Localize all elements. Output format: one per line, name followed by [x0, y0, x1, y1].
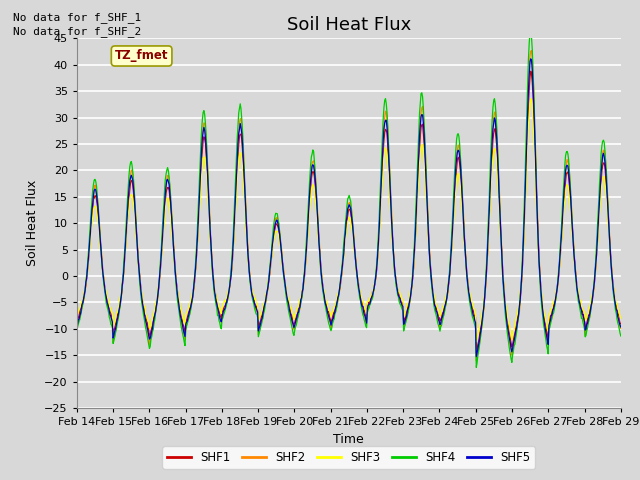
SHF5: [194, 227, 202, 233]
SHF2: [83, 277, 90, 283]
SHF2: [415, 150, 422, 156]
Line: SHF3: SHF3: [77, 99, 621, 342]
SHF5: [139, 301, 147, 307]
SHF2: [431, 300, 438, 306]
SHF3: [527, 96, 534, 102]
SHF2: [528, 48, 536, 53]
SHF5: [617, 324, 625, 330]
SHF2: [139, 301, 147, 307]
SHF2: [223, 300, 230, 306]
Text: No data for f_SHF_1: No data for f_SHF_1: [13, 12, 141, 23]
SHF3: [73, 313, 81, 319]
SHF4: [223, 301, 230, 307]
SHF1: [194, 232, 202, 238]
SHF3: [194, 236, 202, 241]
SHF1: [415, 159, 422, 165]
Text: TZ_fmet: TZ_fmet: [115, 49, 168, 62]
SHF4: [472, 364, 480, 370]
Title: Soil Heat Flux: Soil Heat Flux: [287, 16, 411, 34]
SHF5: [83, 276, 90, 282]
SHF2: [472, 358, 480, 364]
Y-axis label: Soil Heat Flux: Soil Heat Flux: [26, 180, 38, 266]
SHF3: [139, 296, 147, 301]
SHF3: [223, 295, 230, 300]
SHF5: [73, 323, 81, 329]
SHF4: [73, 327, 81, 333]
X-axis label: Time: Time: [333, 432, 364, 445]
SHF3: [617, 316, 625, 322]
Line: SHF1: SHF1: [77, 71, 621, 353]
SHF5: [472, 354, 480, 360]
SHF4: [139, 305, 147, 311]
SHF2: [194, 229, 202, 235]
SHF1: [472, 350, 480, 356]
SHF3: [415, 173, 422, 179]
SHF1: [139, 298, 147, 303]
Line: SHF2: SHF2: [77, 50, 621, 361]
Line: SHF5: SHF5: [77, 59, 621, 357]
SHF1: [431, 299, 438, 304]
SHF5: [415, 152, 422, 157]
SHF4: [83, 272, 90, 278]
Line: SHF4: SHF4: [77, 32, 621, 367]
SHF5: [223, 300, 230, 305]
SHF4: [527, 29, 534, 35]
SHF4: [194, 214, 202, 219]
SHF2: [617, 325, 625, 331]
SHF1: [617, 321, 625, 326]
Text: No data for f_SHF_2: No data for f_SHF_2: [13, 26, 141, 37]
Legend: SHF1, SHF2, SHF3, SHF4, SHF5: SHF1, SHF2, SHF3, SHF4, SHF5: [163, 446, 535, 468]
SHF2: [73, 325, 81, 331]
SHF3: [472, 339, 480, 345]
SHF3: [431, 295, 438, 301]
SHF5: [527, 56, 534, 61]
SHF1: [83, 275, 90, 281]
SHF5: [431, 303, 438, 309]
SHF1: [527, 68, 534, 74]
SHF1: [73, 319, 81, 325]
SHF1: [223, 297, 230, 302]
SHF4: [431, 307, 438, 312]
SHF3: [83, 275, 90, 280]
SHF4: [415, 127, 422, 133]
SHF4: [617, 333, 625, 339]
